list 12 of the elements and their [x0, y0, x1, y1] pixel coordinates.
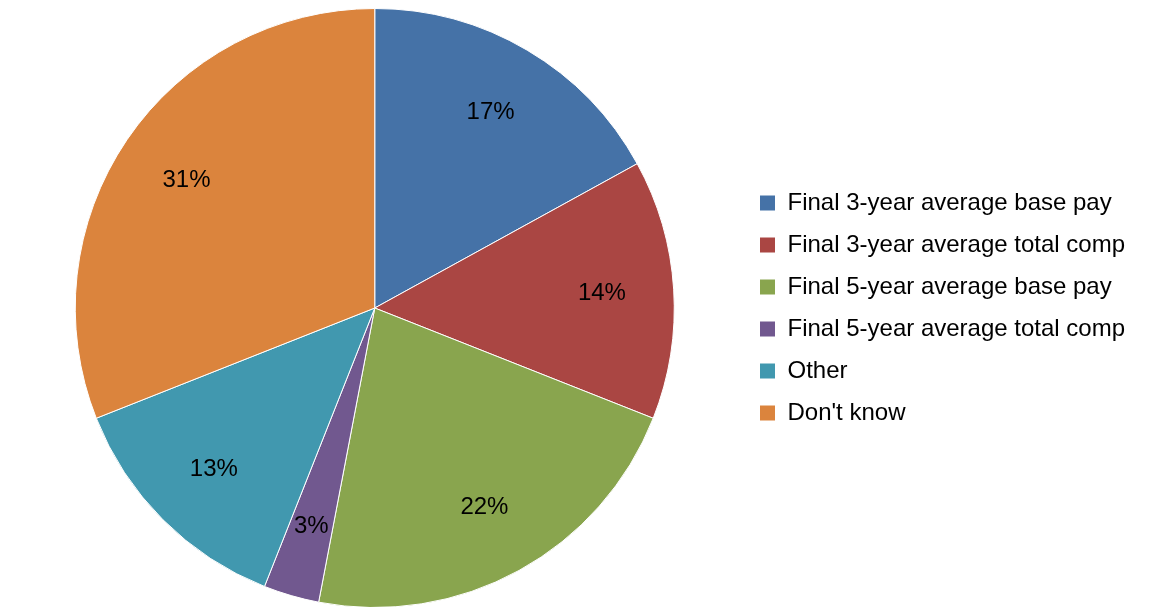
legend-label: Final 5-year average total comp — [787, 313, 1125, 341]
data-label: 22% — [460, 492, 509, 520]
data-label: 17% — [466, 96, 515, 124]
data-label: 14% — [577, 278, 626, 306]
data-label: 31% — [162, 164, 211, 192]
data-label: 3% — [293, 511, 329, 539]
legend-label: Final 3-year average total comp — [787, 229, 1125, 257]
legend-label: Final 3-year average base pay — [787, 187, 1112, 215]
legend-label: Other — [787, 355, 848, 383]
data-label: 13% — [189, 453, 238, 481]
legend-label: Final 5-year average base pay — [787, 271, 1112, 299]
legend-label: Don't know — [787, 397, 907, 425]
